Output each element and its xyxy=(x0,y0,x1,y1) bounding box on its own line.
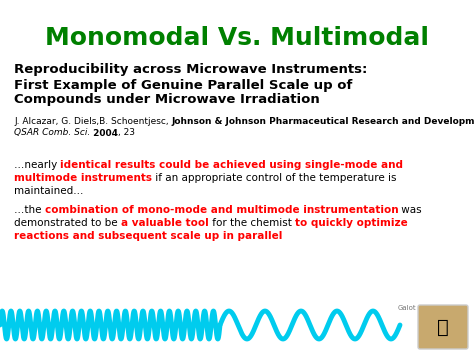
Text: …the: …the xyxy=(14,205,45,215)
Text: combination of mono-mode and multimode instrumentation: combination of mono-mode and multimode i… xyxy=(45,205,398,215)
Text: multimode instruments: multimode instruments xyxy=(14,173,152,183)
Text: 2004: 2004 xyxy=(90,129,118,137)
Text: if an appropriate control of the temperature is: if an appropriate control of the tempera… xyxy=(152,173,396,183)
Text: maintained...: maintained... xyxy=(14,186,83,196)
Text: Compounds under Microwave Irradiation: Compounds under Microwave Irradiation xyxy=(14,93,320,106)
Text: J. Alcazar, G. Diels,B. Schoentjesc,: J. Alcazar, G. Diels,B. Schoentjesc, xyxy=(14,118,172,126)
Text: identical results could be achieved using single-mode and: identical results could be achieved usin… xyxy=(61,160,403,170)
FancyBboxPatch shape xyxy=(418,305,468,349)
Text: …nearly: …nearly xyxy=(14,160,61,170)
Text: Galot: Galot xyxy=(398,305,417,311)
Text: demonstrated to be: demonstrated to be xyxy=(14,218,121,228)
Text: , 23: , 23 xyxy=(118,129,135,137)
Text: First Example of Genuine Parallel Scale up of: First Example of Genuine Parallel Scale … xyxy=(14,78,352,92)
Text: for the chemist: for the chemist xyxy=(209,218,295,228)
Text: 🏛: 🏛 xyxy=(437,317,449,337)
Text: reactions and subsequent scale up in parallel: reactions and subsequent scale up in par… xyxy=(14,231,283,241)
Text: was: was xyxy=(398,205,422,215)
Text: QSAR Comb. Sci.: QSAR Comb. Sci. xyxy=(14,129,90,137)
Text: to quickly optimize: to quickly optimize xyxy=(295,218,408,228)
Text: Johnson & Johnson Pharmaceutical Research and Development,: Johnson & Johnson Pharmaceutical Researc… xyxy=(172,118,474,126)
Text: Monomodal Vs. Multimodal: Monomodal Vs. Multimodal xyxy=(45,26,429,50)
Text: a valuable tool: a valuable tool xyxy=(121,218,209,228)
Text: Reproducibility across Microwave Instruments:: Reproducibility across Microwave Instrum… xyxy=(14,64,367,76)
